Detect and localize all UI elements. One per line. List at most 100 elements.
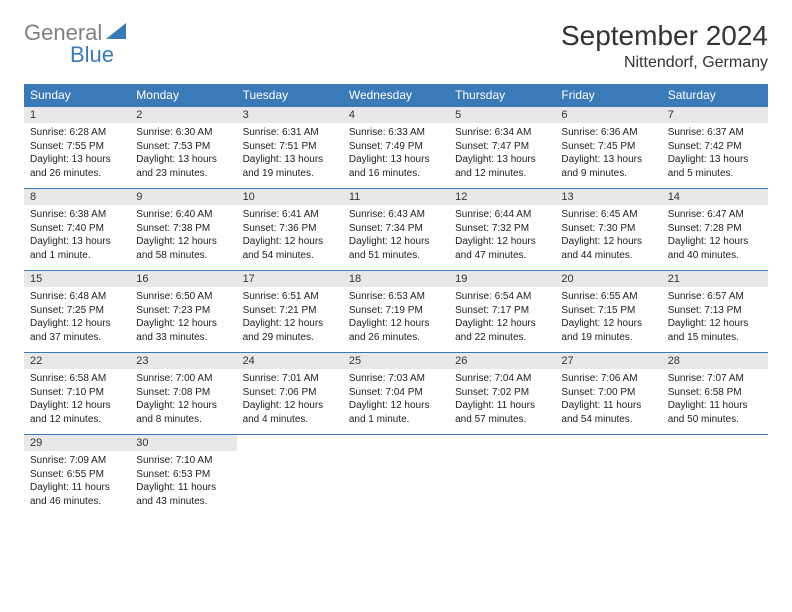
sunrise-text: Sunrise: 6:31 AM [243,126,337,140]
day-cell [237,435,343,517]
day-cell: 9Sunrise: 6:40 AMSunset: 7:38 PMDaylight… [130,189,236,271]
sunset-text: Sunset: 7:49 PM [349,140,443,154]
header: General September 2024 Nittendorf, Germa… [24,20,768,72]
daylight-text: Daylight: 13 hours and 12 minutes. [455,153,549,180]
day-cell: 1Sunrise: 6:28 AMSunset: 7:55 PMDaylight… [24,107,130,189]
sunrise-text: Sunrise: 6:50 AM [136,290,230,304]
day-number: 11 [343,189,449,205]
sunset-text: Sunset: 7:19 PM [349,304,443,318]
sunset-text: Sunset: 7:38 PM [136,222,230,236]
daylight-text: Daylight: 12 hours and 19 minutes. [561,317,655,344]
day-cell: 5Sunrise: 6:34 AMSunset: 7:47 PMDaylight… [449,107,555,189]
sunset-text: Sunset: 7:04 PM [349,386,443,400]
week-row: 15Sunrise: 6:48 AMSunset: 7:25 PMDayligh… [24,271,768,353]
sunset-text: Sunset: 7:42 PM [668,140,762,154]
day-cell: 14Sunrise: 6:47 AMSunset: 7:28 PMDayligh… [662,189,768,271]
day-cell: 16 Sunrise: 6:50 AMSunset: 7:23 PMDayligh… [130,271,236,353]
weekday-header: Sunday [24,84,130,107]
day-cell: 25Sunrise: 7:03 AMSunset: 7:04 PMDayligh… [343,353,449,435]
weekday-header: Saturday [662,84,768,107]
sunrise-text: Sunrise: 6:30 AM [136,126,230,140]
sunset-text: Sunset: 6:55 PM [30,468,124,482]
daylight-text: Daylight: 11 hours and 43 minutes. [136,481,230,508]
sunrise-text: Sunrise: 6:44 AM [455,208,549,222]
sunset-text: Sunset: 7:55 PM [30,140,124,154]
day-cell: 10Sunrise: 6:41 AMSunset: 7:36 PMDayligh… [237,189,343,271]
day-cell: 22Sunrise: 6:58 AMSunset: 7:10 PMDayligh… [24,353,130,435]
sunset-text: Sunset: 7:23 PM [136,304,230,318]
daylight-text: Daylight: 12 hours and 40 minutes. [668,235,762,262]
sunset-text: Sunset: 7:02 PM [455,386,549,400]
sunrise-text: Sunrise: 6:38 AM [30,208,124,222]
day-number: 7 [662,107,768,123]
daylight-text: Daylight: 11 hours and 50 minutes. [668,399,762,426]
sunrise-text: Sunrise: 6:45 AM [561,208,655,222]
day-cell: 7Sunrise: 6:37 AMSunset: 7:42 PMDaylight… [662,107,768,189]
day-cell: 18Sunrise: 6:53 AMSunset: 7:19 PMDayligh… [343,271,449,353]
day-content: Sunrise: 6:40 AMSunset: 7:38 PMDaylight:… [130,205,236,270]
sunset-text: Sunset: 6:58 PM [668,386,762,400]
day-content: Sunrise: 6:41 AMSunset: 7:36 PMDaylight:… [237,205,343,270]
sunset-text: Sunset: 7:51 PM [243,140,337,154]
sunrise-text: Sunrise: 7:10 AM [136,454,230,468]
day-cell: 20Sunrise: 6:55 AMSunset: 7:15 PMDayligh… [555,271,661,353]
daylight-text: Daylight: 12 hours and 26 minutes. [349,317,443,344]
day-content: Sunrise: 7:03 AMSunset: 7:04 PMDaylight:… [343,369,449,434]
sunrise-text: Sunrise: 6:36 AM [561,126,655,140]
day-cell: 28Sunrise: 7:07 AMSunset: 6:58 PMDayligh… [662,353,768,435]
day-number: 12 [449,189,555,205]
day-number: 1 [24,107,130,123]
day-cell: 30Sunrise: 7:10 AMSunset: 6:53 PMDayligh… [130,435,236,517]
sunset-text: Sunset: 7:25 PM [30,304,124,318]
sunrise-text: Sunrise: 6:58 AM [30,372,124,386]
day-cell [449,435,555,517]
day-content: Sunrise: 6:55 AMSunset: 7:15 PMDaylight:… [555,287,661,352]
day-content: Sunrise: 7:09 AMSunset: 6:55 PMDaylight:… [24,451,130,516]
sunset-text: Sunset: 7:17 PM [455,304,549,318]
day-cell: 26Sunrise: 7:04 AMSunset: 7:02 PMDayligh… [449,353,555,435]
day-content: Sunrise: 7:07 AMSunset: 6:58 PMDaylight:… [662,369,768,434]
sunrise-text: Sunrise: 6:57 AM [668,290,762,304]
day-cell: 19Sunrise: 6:54 AMSunset: 7:17 PMDayligh… [449,271,555,353]
daylight-text: Daylight: 12 hours and 22 minutes. [455,317,549,344]
title-block: September 2024 Nittendorf, Germany [561,20,768,72]
day-cell [555,435,661,517]
day-cell: 3Sunrise: 6:31 AMSunset: 7:51 PMDaylight… [237,107,343,189]
month-title: September 2024 [561,20,768,52]
weekday-header: Wednesday [343,84,449,107]
day-number: 14 [662,189,768,205]
day-number: 25 [343,353,449,369]
day-content: Sunrise: 6:37 AMSunset: 7:42 PMDaylight:… [662,123,768,188]
day-content: Sunrise: 6:36 AMSunset: 7:45 PMDaylight:… [555,123,661,188]
day-content: Sunrise: 6:47 AMSunset: 7:28 PMDaylight:… [662,205,768,270]
sunset-text: Sunset: 7:06 PM [243,386,337,400]
day-number: 15 [24,271,130,287]
daylight-text: Daylight: 12 hours and 37 minutes. [30,317,124,344]
daylight-text: Daylight: 12 hours and 1 minute. [349,399,443,426]
sunset-text: Sunset: 6:53 PM [136,468,230,482]
day-number: 26 [449,353,555,369]
day-number: 3 [237,107,343,123]
day-content: Sunrise: 6:28 AMSunset: 7:55 PMDaylight:… [24,123,130,188]
week-row: 29Sunrise: 7:09 AMSunset: 6:55 PMDayligh… [24,435,768,517]
daylight-text: Daylight: 12 hours and 33 minutes. [136,317,230,344]
sunrise-text: Sunrise: 6:51 AM [243,290,337,304]
daylight-text: Daylight: 12 hours and 44 minutes. [561,235,655,262]
weekday-header-row: SundayMondayTuesdayWednesdayThursdayFrid… [24,84,768,107]
day-number: 28 [662,353,768,369]
sunrise-text: Sunrise: 6:37 AM [668,126,762,140]
daylight-text: Daylight: 11 hours and 57 minutes. [455,399,549,426]
day-number: 24 [237,353,343,369]
daylight-text: Daylight: 11 hours and 46 minutes. [30,481,124,508]
day-content: Sunrise: 6:44 AMSunset: 7:32 PMDaylight:… [449,205,555,270]
day-content: Sunrise: 6:34 AMSunset: 7:47 PMDaylight:… [449,123,555,188]
day-content: Sunrise: 6:48 AMSunset: 7:25 PMDaylight:… [24,287,130,352]
week-row: 8Sunrise: 6:38 AMSunset: 7:40 PMDaylight… [24,189,768,271]
day-number: 21 [662,271,768,287]
day-cell: 4Sunrise: 6:33 AMSunset: 7:49 PMDaylight… [343,107,449,189]
sunrise-text: Sunrise: 7:01 AM [243,372,337,386]
daylight-text: Daylight: 13 hours and 5 minutes. [668,153,762,180]
day-number: 16 [130,271,236,287]
sunrise-text: Sunrise: 7:07 AM [668,372,762,386]
day-content: Sunrise: 7:00 AMSunset: 7:08 PMDaylight:… [130,369,236,434]
